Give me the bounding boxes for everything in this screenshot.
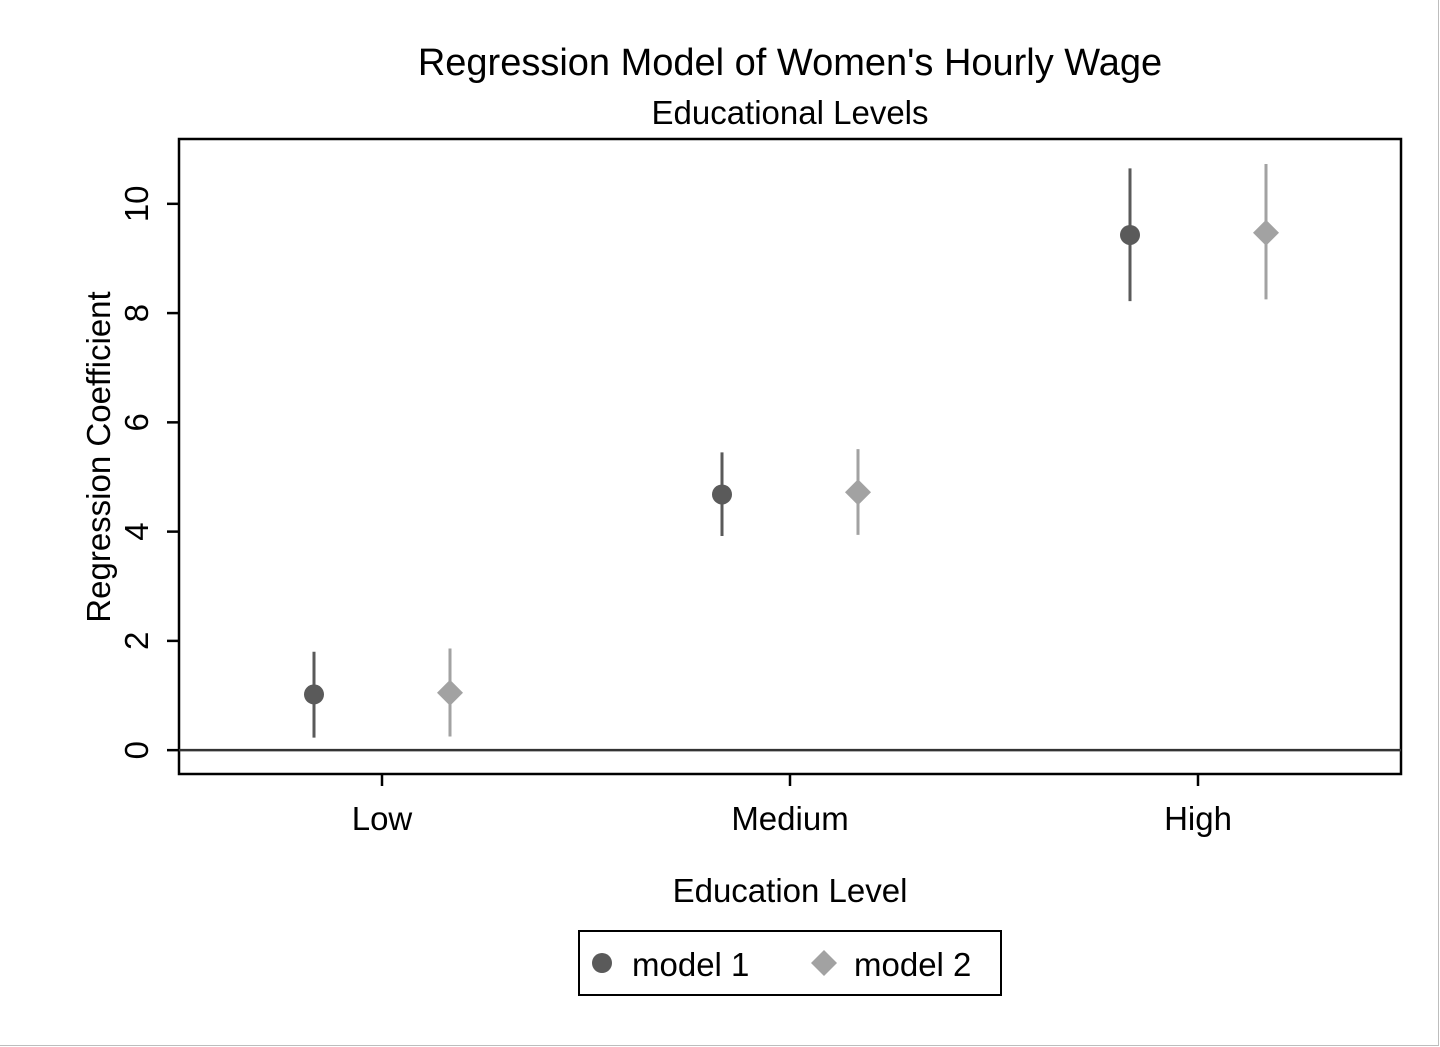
- point-model-1: [304, 684, 324, 705]
- y-tick-label: 2: [118, 632, 155, 650]
- legend-label-model-2: model 2: [854, 946, 971, 983]
- point-model-1: [712, 484, 732, 505]
- legend: model 1 model 2: [578, 930, 1002, 996]
- point-model-2: [437, 679, 463, 706]
- legend-label-model-1: model 1: [632, 946, 749, 983]
- y-axis: 0 2 4 6 8 10: [118, 185, 179, 759]
- legend-box: [578, 930, 1002, 996]
- data-marks: [304, 163, 1279, 738]
- point-model-2: [845, 479, 871, 506]
- x-axis-label: Education Level: [673, 872, 908, 909]
- point-model-1: [1120, 224, 1140, 245]
- y-tick-label: 6: [118, 413, 155, 431]
- x-axis: Low Medium High: [352, 774, 1232, 837]
- y-tick-label: 10: [118, 185, 155, 222]
- x-tick-label: Medium: [731, 800, 848, 837]
- y-tick-label: 4: [118, 522, 155, 540]
- x-tick-label: High: [1164, 800, 1232, 837]
- chart-subtitle: Educational Levels: [651, 94, 928, 131]
- plot-frame: [177, 137, 1403, 776]
- legend-marker-model-1: [592, 953, 612, 973]
- y-tick-label: 8: [118, 304, 155, 322]
- y-axis-label: Regression Coefficient: [80, 291, 117, 622]
- x-tick-label: Low: [352, 800, 413, 837]
- chart-title: Regression Model of Women's Hourly Wage: [418, 42, 1162, 84]
- point-model-2: [1253, 219, 1279, 246]
- y-tick-label: 0: [118, 741, 155, 759]
- legend-marker-model-2: [811, 950, 837, 976]
